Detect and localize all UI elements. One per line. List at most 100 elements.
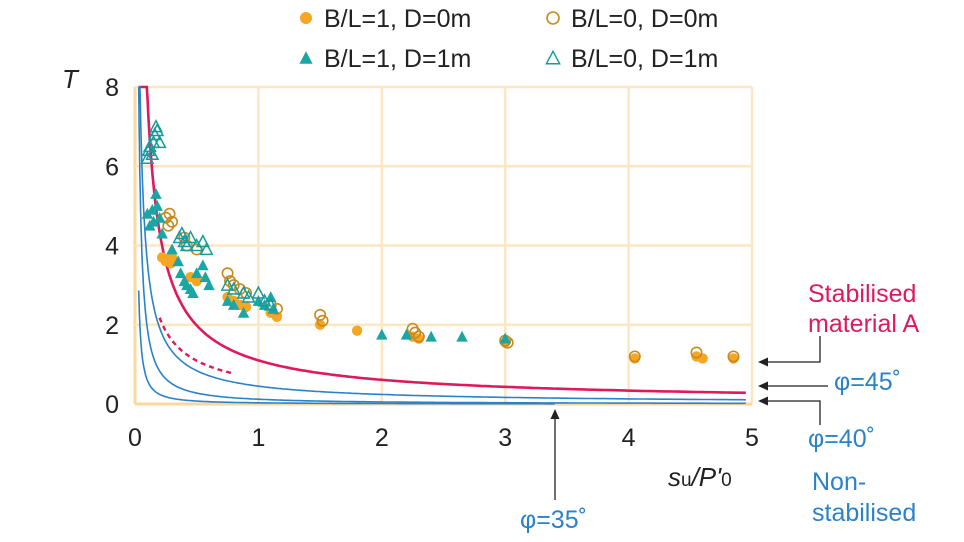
data-point [690, 346, 703, 359]
x-axis-label: su/P'0 [668, 462, 732, 492]
data-point [203, 279, 215, 291]
data-point [257, 293, 272, 307]
data-point [145, 146, 160, 161]
data-point [252, 295, 265, 306]
y-tick-label: 8 [105, 74, 119, 102]
data-point [162, 219, 175, 232]
data-point [147, 215, 160, 227]
data-point [152, 134, 167, 149]
data-point [263, 297, 278, 311]
data-point [425, 330, 437, 342]
data-point [499, 332, 511, 344]
data-point [228, 298, 240, 310]
annotation-phi40: φ=40˚ [808, 425, 875, 453]
data-point [251, 285, 266, 299]
data-point [258, 298, 271, 310]
legend-marker [545, 49, 561, 65]
data-point [727, 350, 740, 363]
legend-marker [300, 12, 312, 24]
data-point [166, 252, 178, 263]
annotation-stabilised-nonstab: stabilised [812, 499, 916, 527]
data-point [149, 119, 163, 133]
data-point [267, 302, 279, 314]
x-tick-label: 1 [251, 424, 265, 452]
curve--40- [137, 87, 746, 405]
y-tick-label: 0 [105, 391, 119, 419]
data-point [221, 295, 234, 306]
data-point [179, 237, 194, 252]
arrow-head-phi45 [758, 381, 768, 391]
x-tick-label: 0 [128, 424, 142, 452]
x-tick-label: 5 [745, 424, 759, 452]
data-point [314, 308, 327, 321]
annotation-phi35: φ=35˚ [520, 506, 587, 534]
data-point [187, 287, 199, 298]
legend-marker [546, 11, 560, 25]
legend-label: B/L=1, D=1m [324, 45, 471, 73]
data-point [265, 291, 277, 302]
annotation-stabilised: Stabilised [808, 280, 916, 308]
data-point [150, 188, 162, 199]
data-point [237, 306, 250, 318]
x-tick-label: 4 [622, 424, 636, 452]
data-point [236, 285, 251, 299]
arrow-head-phi35 [550, 409, 560, 419]
y-tick-label: 2 [105, 312, 119, 340]
data-point [142, 138, 157, 153]
data-point [189, 237, 204, 252]
data-point [224, 275, 237, 288]
curve--35- [137, 290, 555, 405]
data-point [166, 215, 179, 228]
data-point [174, 226, 189, 240]
data-point [195, 233, 210, 248]
legend-label: B/L=0, D=1m [571, 45, 718, 73]
arrow-head-phi40 [758, 396, 768, 406]
data-point [400, 328, 413, 340]
data-point [697, 353, 708, 364]
data-point [226, 281, 241, 295]
data-point [140, 150, 155, 165]
arrow-stabilised [762, 336, 821, 363]
y-tick-label: 6 [105, 153, 119, 181]
data-point [628, 350, 641, 363]
data-point [166, 243, 178, 255]
data-points [140, 119, 740, 364]
data-point [220, 277, 235, 291]
data-point [156, 227, 168, 239]
data-point [199, 271, 212, 283]
data-point [153, 211, 166, 223]
arrow-phi40 [762, 400, 821, 425]
data-point [150, 123, 165, 137]
curve--45- [138, 86, 746, 401]
arrow-head-stabilised [758, 357, 768, 367]
annotations: Stabilised material A φ=45˚ φ=40˚ Non- s… [520, 280, 919, 534]
data-point [199, 241, 214, 256]
annotation-phi45: φ=45˚ [834, 368, 901, 396]
data-point [412, 330, 425, 343]
legend-label: B/L=0, D=0m [571, 5, 718, 33]
data-point [409, 326, 422, 339]
tick-labels: 0 1 2 3 4 5 0 2 4 6 8 [105, 74, 759, 452]
data-point [163, 207, 176, 220]
data-point [197, 259, 209, 271]
data-point [172, 255, 184, 267]
legend-label: B/L=1, D=0m [324, 5, 471, 33]
y-axis-label: T [62, 64, 80, 94]
data-point [183, 230, 198, 244]
x-tick-label: 2 [375, 424, 389, 452]
data-point [190, 267, 203, 279]
annotation-material-a: material A [808, 310, 919, 338]
legend: B/L=1, D=0m B/L=0, D=0m B/L=1, D=1m B/L=0, … [299, 5, 718, 73]
annotation-non: Non- [812, 468, 866, 496]
data-point [456, 330, 468, 342]
data-point [151, 199, 163, 211]
data-point [191, 275, 202, 287]
data-point [376, 328, 388, 340]
data-point [351, 325, 363, 336]
curve-stabilised-material-a [138, 85, 746, 395]
data-point [174, 267, 187, 279]
y-tick-label: 4 [105, 233, 119, 261]
grid [133, 85, 754, 406]
data-point [241, 289, 256, 303]
data-point [316, 314, 329, 327]
